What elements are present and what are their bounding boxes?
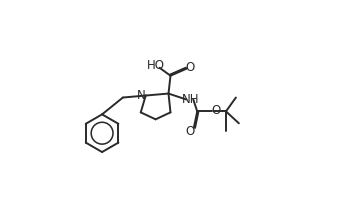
Text: NH: NH <box>182 93 199 106</box>
Text: O: O <box>186 125 195 138</box>
Text: O: O <box>185 61 194 74</box>
Text: O: O <box>211 104 220 117</box>
Text: HO: HO <box>147 58 165 71</box>
Text: N: N <box>137 89 146 102</box>
